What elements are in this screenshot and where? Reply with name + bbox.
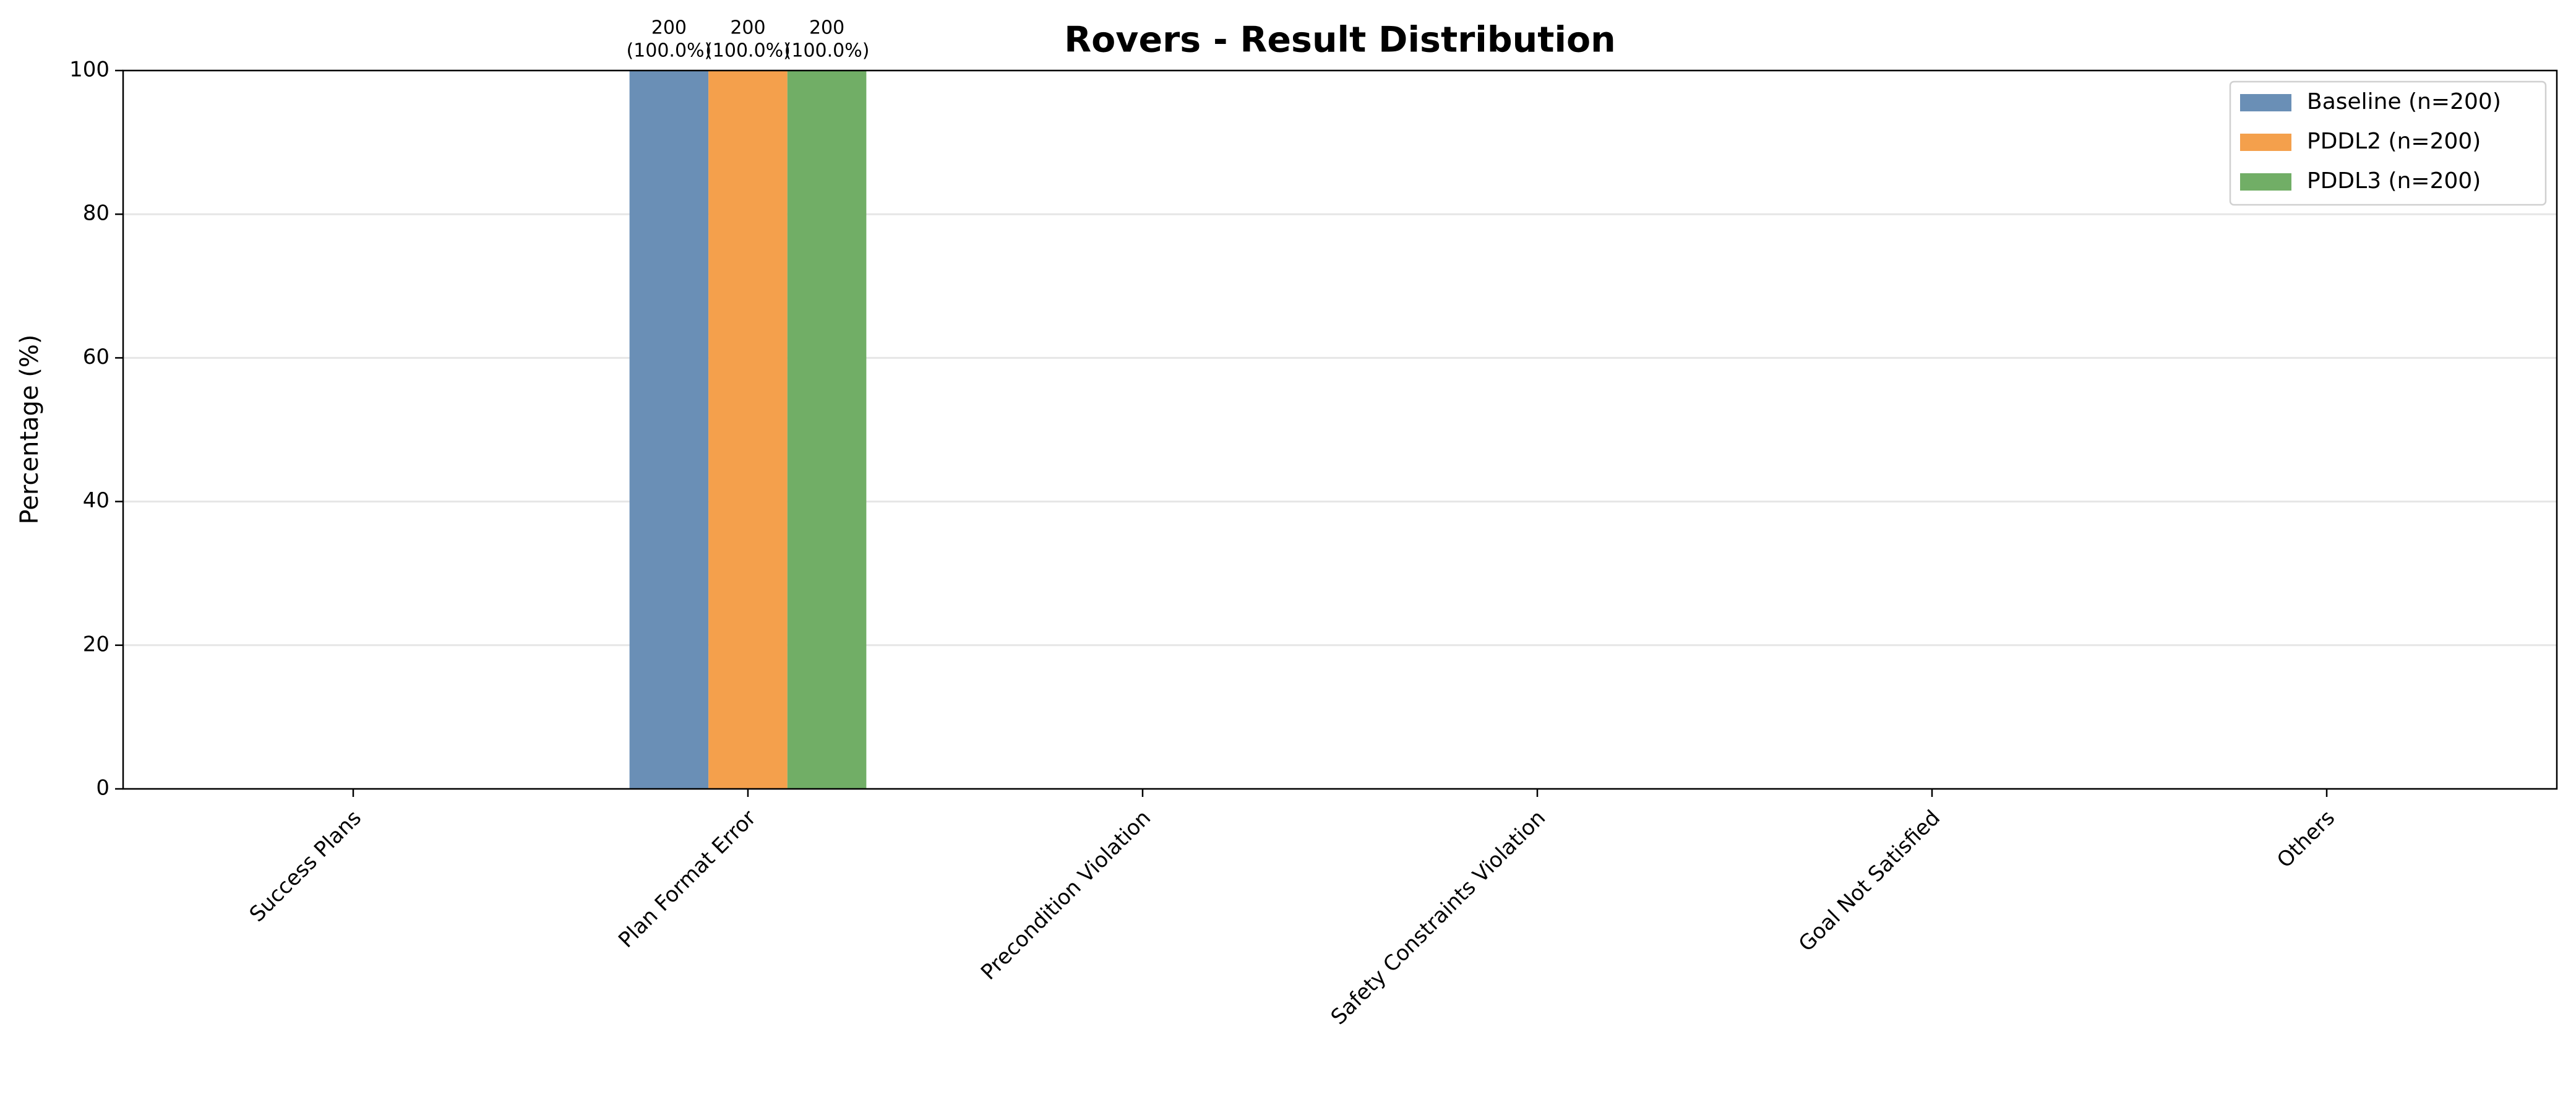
value-label: (100.0%) — [626, 40, 711, 62]
y-tick-label: 40 — [83, 488, 109, 513]
bar — [708, 71, 788, 789]
legend-label: PDDL2 (n=200) — [2307, 129, 2481, 154]
x-tick-label: Others — [2272, 806, 2340, 873]
value-label: 200 — [809, 17, 844, 39]
legend-label: Baseline (n=200) — [2307, 89, 2501, 114]
x-tick-label: Precondition Violation — [976, 806, 1156, 985]
value-label: 200 — [651, 17, 687, 39]
y-tick-label: 80 — [83, 201, 109, 226]
legend-swatch — [2240, 94, 2291, 111]
legend-label: PDDL3 (n=200) — [2307, 168, 2481, 194]
bar — [787, 71, 867, 789]
y-tick-label: 20 — [83, 632, 109, 656]
value-label: 200 — [730, 17, 765, 39]
value-label: (100.0%) — [705, 40, 791, 62]
plot-frame — [122, 69, 2558, 790]
y-tick-label: 0 — [96, 776, 109, 801]
legend-box — [2229, 80, 2547, 206]
x-tick-label: Plan Format Error — [614, 806, 761, 953]
bar — [629, 71, 709, 789]
y-tick-label: 60 — [83, 345, 109, 369]
x-tick-label: Goal Not Satisfied — [1794, 806, 1945, 957]
x-tick-label: Success Plans — [245, 806, 366, 927]
y-tick-label: 100 — [69, 58, 109, 82]
value-label: (100.0%) — [784, 40, 870, 62]
legend-swatch — [2240, 173, 2291, 191]
x-tick-label: Safety Constraints Violation — [1326, 806, 1550, 1030]
y-axis-label: Percentage (%) — [15, 335, 44, 525]
chart-title: Rovers - Result Distribution — [1064, 20, 1616, 61]
legend-swatch — [2240, 134, 2291, 151]
